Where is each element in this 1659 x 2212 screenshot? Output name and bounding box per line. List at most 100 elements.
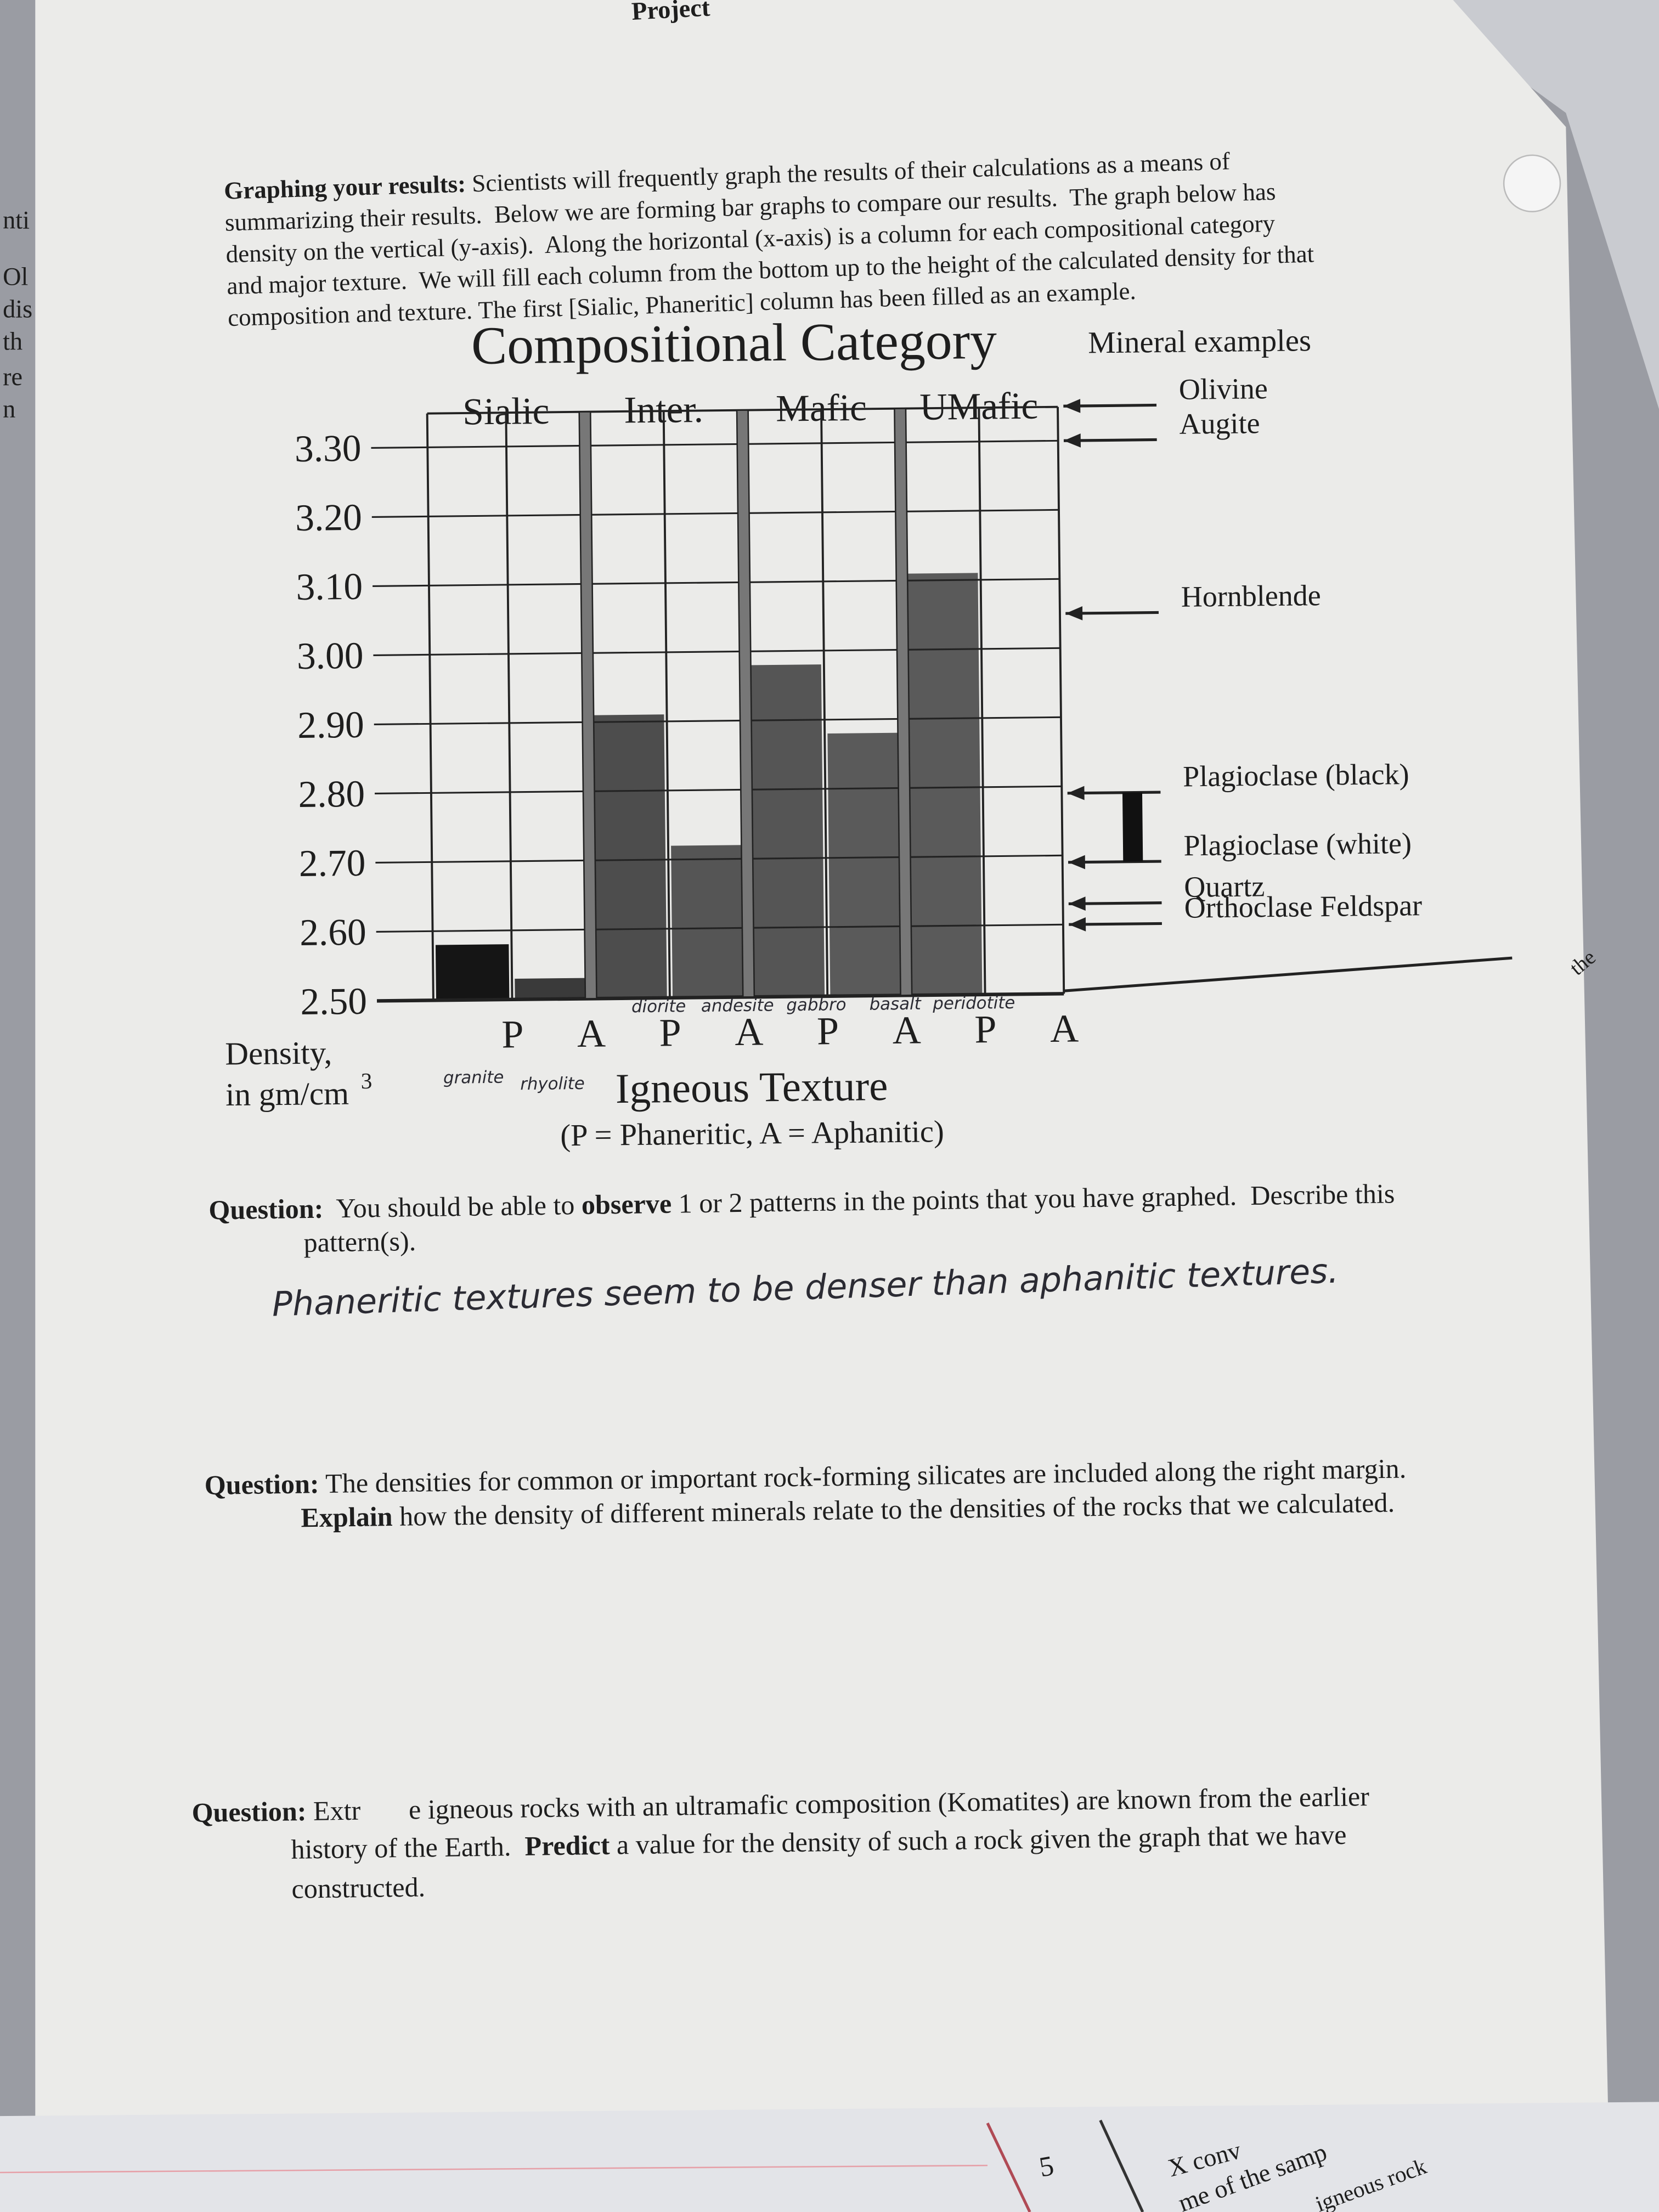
- y-tick-label: 3.00: [297, 635, 364, 678]
- arrow-head: [1069, 917, 1086, 932]
- y-axis-label: in gm/cm: [225, 1075, 349, 1113]
- x-tick-label: A: [892, 1008, 921, 1052]
- plagioclase-bar: [1122, 792, 1143, 862]
- y-tick-label: 2.80: [298, 773, 365, 816]
- chart: Compositional CategorySialicInter.MaficU…: [225, 311, 1513, 1153]
- table-line: [1099, 2119, 1144, 2212]
- x-axis-note: (P = Phaneritic, A = Aphanitic): [560, 1115, 944, 1153]
- grid-line: [376, 992, 1064, 1003]
- lower-sheet: [0, 2102, 1659, 2212]
- bar: [590, 714, 667, 999]
- rock-name: rhyolite: [520, 1074, 585, 1094]
- rock-name: basalt: [869, 994, 922, 1014]
- column-line: [1057, 407, 1065, 994]
- rock-name: granite: [443, 1068, 504, 1088]
- bar: [671, 845, 746, 998]
- grid-line: [371, 509, 1059, 518]
- x-tick-label: A: [735, 1009, 764, 1054]
- column-line: [505, 413, 514, 1000]
- rock-name: diorite: [631, 996, 686, 1017]
- y-tick-label: 3.20: [295, 496, 362, 539]
- margin-fragment: dis: [3, 296, 32, 324]
- y-axis-superscript: 3: [360, 1068, 372, 1093]
- chart-title: Compositional Category: [471, 311, 997, 376]
- column-line: [978, 408, 986, 995]
- bar: [904, 573, 983, 996]
- y-tick-label: 2.60: [300, 911, 366, 954]
- text-run: Explain: [301, 1501, 393, 1533]
- arrow-head: [1063, 399, 1081, 413]
- margin-fragment: th: [3, 328, 22, 356]
- text-run: observe: [582, 1188, 672, 1220]
- grid-line: [374, 716, 1061, 725]
- arrow-head: [1063, 433, 1081, 448]
- bar: [515, 978, 589, 1000]
- baseline-extension: [1063, 956, 1513, 992]
- mineral-label: Augite: [1179, 407, 1260, 441]
- y-axis-label: Density,: [225, 1034, 332, 1071]
- x-tick-label: A: [577, 1011, 606, 1056]
- text-run: Question:: [191, 1796, 307, 1828]
- sticker: [1503, 154, 1561, 213]
- text-run: Extr: [306, 1795, 361, 1826]
- text-run: Question:: [204, 1468, 319, 1500]
- minerals-title: Mineral examples: [1088, 324, 1311, 360]
- y-tick-label: 3.10: [296, 566, 363, 608]
- margin-fragment: nti: [3, 207, 30, 235]
- margin-fragment: n: [3, 396, 15, 424]
- arrow-head: [1068, 855, 1086, 870]
- question-line: constructed.: [291, 1871, 425, 1904]
- x-tick-label: P: [501, 1012, 524, 1056]
- arrow-head: [1065, 606, 1083, 620]
- rock-name: andesite: [701, 996, 774, 1016]
- margin-fragment: Ol: [3, 263, 28, 291]
- bar: [827, 732, 904, 996]
- x-tick-label: A: [1050, 1006, 1079, 1051]
- table-line: [986, 2122, 1031, 2212]
- y-tick-label: 2.90: [297, 704, 364, 747]
- rock-name: gabbro: [786, 995, 847, 1015]
- margin-fragment: re: [3, 363, 22, 391]
- group-separator: [578, 411, 597, 1000]
- arrow-head: [1068, 896, 1086, 911]
- text-run: pattern(s).: [303, 1226, 416, 1258]
- bar: [435, 944, 510, 1001]
- header-title: Project: [631, 0, 711, 26]
- grid-line: [375, 785, 1062, 794]
- text-run: Question:: [208, 1193, 324, 1226]
- text-run: history of the Earth.: [291, 1831, 525, 1865]
- grid-line: [375, 854, 1063, 864]
- rock-name: peridotite: [932, 993, 1015, 1014]
- group-separator: [736, 409, 755, 998]
- group-separator: [894, 408, 913, 996]
- keyboard: [1410, 0, 1659, 409]
- bar: [748, 664, 825, 997]
- x-tick-label: P: [659, 1011, 681, 1054]
- column-line: [820, 409, 829, 996]
- question-line: pattern(s).: [303, 1226, 416, 1258]
- grid-line: [373, 578, 1060, 588]
- column-line: [426, 413, 435, 1001]
- y-tick-label: 2.50: [300, 980, 367, 1023]
- mineral-label: Plagioclase (white): [1183, 827, 1412, 862]
- mineral-label: Plagioclase (black): [1183, 758, 1409, 793]
- mineral-label: Olivine: [1179, 372, 1268, 406]
- x-tick-label: P: [817, 1009, 839, 1053]
- text-run: constructed.: [291, 1871, 425, 1904]
- y-tick-label: 2.70: [299, 842, 366, 885]
- mineral-label: Hornblende: [1181, 579, 1322, 613]
- grid-line: [371, 439, 1058, 449]
- grid-line: [373, 647, 1060, 656]
- grid-line: [376, 923, 1063, 933]
- mineral-label: Orthoclase Feldspar: [1184, 889, 1422, 924]
- x-tick-label: P: [974, 1007, 997, 1051]
- text-run: You should be able to: [323, 1189, 582, 1224]
- y-tick-label: 3.30: [295, 427, 362, 470]
- column-line: [662, 411, 671, 998]
- x-axis-label: Igneous Texture: [615, 1062, 888, 1112]
- mineral-label: Quartz: [1184, 870, 1265, 904]
- table-line: [0, 2164, 988, 2174]
- text-run: Predict: [524, 1830, 610, 1861]
- arrow-head: [1067, 786, 1085, 800]
